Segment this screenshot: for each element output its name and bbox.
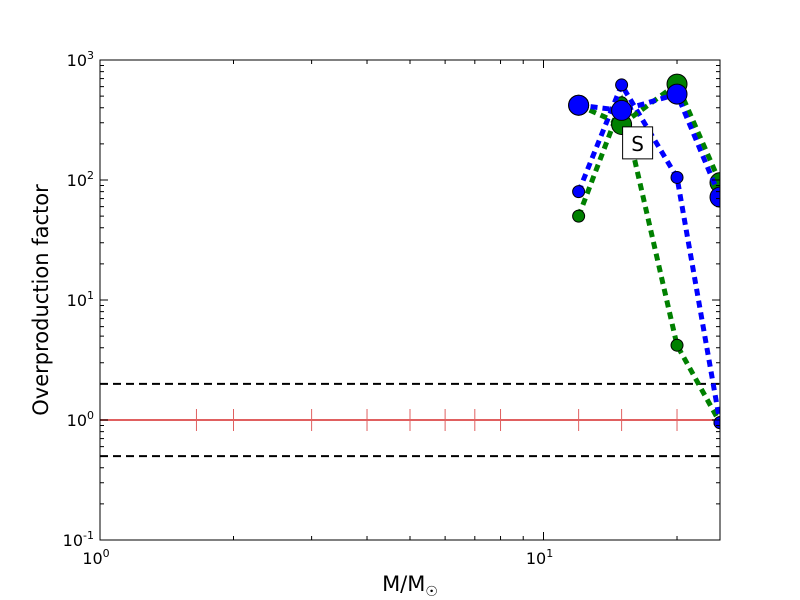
series-1-point-2 <box>670 170 684 184</box>
plot-background <box>100 60 720 540</box>
y-tick-label-3: 102 <box>67 169 94 190</box>
series-0-point-2 <box>670 338 684 352</box>
x-axis-label-main: M/M <box>382 572 425 596</box>
x-axis-label-sub: ☉ <box>425 584 438 600</box>
y-tick-label-1: 100 <box>67 409 94 430</box>
series-0-point-0 <box>572 209 586 223</box>
series-3-point-0 <box>568 94 590 116</box>
red-reference-line <box>100 409 720 431</box>
x-axis-label: M/M☉ <box>382 572 438 600</box>
series-1-point-0 <box>572 185 586 199</box>
series-0-line <box>576 94 720 424</box>
series-3-line <box>578 91 720 199</box>
x-tick-label-1: 101 <box>526 547 553 568</box>
series-3-point-2 <box>666 83 688 105</box>
x-tick-label-0: 100 <box>82 547 109 568</box>
plot-area <box>100 60 720 540</box>
annotation-layer: S <box>622 126 654 160</box>
series-1-point-1 <box>615 78 629 92</box>
series-2-line <box>577 80 720 184</box>
y-tick-label-0: 10-1 <box>63 529 94 550</box>
annotation-box <box>622 126 654 160</box>
annotation-text: S <box>631 132 644 156</box>
series-3-point-1 <box>611 99 633 121</box>
y-tick-label-4: 103 <box>67 49 94 70</box>
y-tick-label-2: 101 <box>67 289 94 310</box>
y-axis-label: Overproduction factor <box>29 184 53 416</box>
